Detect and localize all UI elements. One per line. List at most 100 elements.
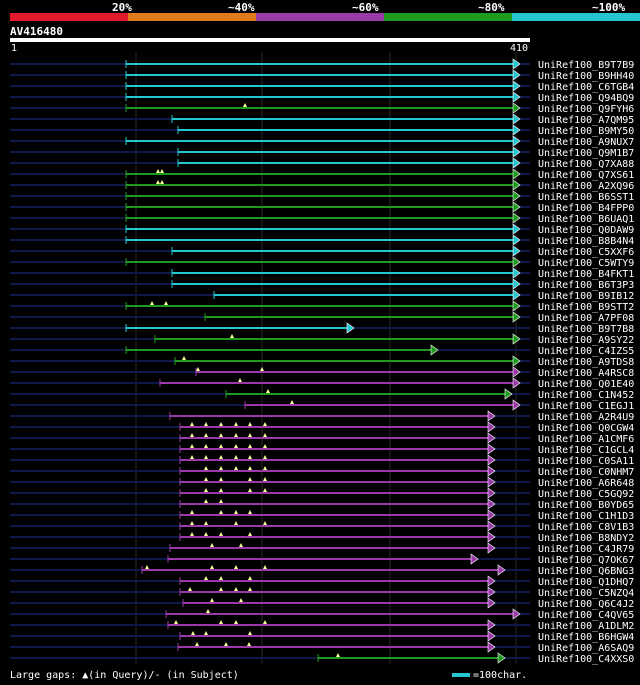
hit-arrow-icon (487, 443, 496, 455)
hit-arrow-icon (512, 124, 521, 136)
query-gap-icon (219, 466, 223, 470)
hit-row: UniRef100_A9NUX7 (10, 135, 634, 148)
query-gap-icon (210, 565, 214, 569)
hit-arrow-icon (487, 509, 496, 521)
query-gap-icon (248, 422, 252, 426)
hit-arrow-icon (512, 377, 521, 389)
hit-row: UniRef100_C0NHM7 (10, 465, 634, 478)
hit-arrow-icon (487, 465, 496, 477)
hit-arrow-icon (512, 366, 521, 378)
hit-arrow-icon (512, 179, 521, 191)
hit-label: UniRef100_B9STT2 (538, 302, 634, 313)
hit-arrow-icon (512, 267, 521, 279)
query-gap-icon (336, 653, 340, 657)
hit-arrow-icon (512, 289, 521, 301)
hit-row: UniRef100_B9T7B8 (10, 322, 634, 335)
hit-label: UniRef100_C1EGJ1 (538, 401, 634, 412)
hit-arrow-icon (487, 432, 496, 444)
hit-row: UniRef100_B4FKT1 (10, 267, 634, 280)
hit-label: UniRef100_A6SAQ9 (538, 643, 634, 654)
hit-label: UniRef100_C5GQ92 (538, 489, 634, 500)
scale-legend: =100char. (452, 670, 527, 681)
hit-row: UniRef100_A2XQ96 (10, 179, 634, 192)
query-gap-icon (248, 576, 252, 580)
hit-label: UniRef100_Q6C4J2 (538, 599, 634, 610)
hit-row: UniRef100_C5NZQ4 (10, 586, 634, 599)
hit-label: UniRef100_C5WTY9 (538, 258, 634, 269)
hit-row: UniRef100_B6T3P3 (10, 278, 634, 291)
hit-arrow-icon (512, 113, 521, 125)
hit-label: UniRef100_Q01E40 (538, 379, 634, 390)
hit-row: UniRef100_B4FPP0 (10, 201, 634, 214)
hit-label: UniRef100_A7QM95 (538, 115, 634, 126)
query-gap-icon (219, 587, 223, 591)
hit-row: UniRef100_B8NDY2 (10, 531, 634, 544)
query-gap-icon (266, 389, 270, 393)
query-gap-icon (234, 565, 238, 569)
hit-arrow-icon (512, 608, 521, 620)
query-gap-icon (156, 180, 160, 184)
query-gap-icon (219, 620, 223, 624)
query-gap-icon (204, 521, 208, 525)
hit-arrow-icon (487, 630, 496, 642)
query-gap-icon (248, 631, 252, 635)
hit-row: UniRef100_Q7OK67 (10, 553, 634, 566)
hit-arrow-icon (512, 135, 521, 147)
hit-label: UniRef100_A1DLM2 (538, 621, 634, 632)
hit-label: UniRef100_C0NHM7 (538, 467, 634, 478)
query-gap-icon (234, 466, 238, 470)
query-end-label: 410 (510, 43, 529, 54)
query-name: AV416480 (10, 25, 63, 38)
query-gap-icon (190, 422, 194, 426)
query-start-label: 1 (11, 43, 18, 54)
hit-arrow-icon (487, 597, 496, 609)
query-gap-icon (263, 488, 267, 492)
query-gap-icon (219, 576, 223, 580)
query-gap-icon (234, 455, 238, 459)
hit-row: UniRef100_A9SY22 (10, 333, 634, 346)
hit-label: UniRef100_A9TDS8 (538, 357, 634, 368)
query-gap-icon (219, 510, 223, 514)
hit-arrow-icon (512, 300, 521, 312)
hit-row: UniRef100_B9HH40 (10, 69, 634, 82)
hit-arrow-icon (487, 421, 496, 433)
hit-arrow-icon (497, 564, 506, 576)
query-gap-icon (290, 400, 294, 404)
hit-label: UniRef100_B0YD65 (538, 500, 634, 511)
query-gap-icon (248, 433, 252, 437)
hit-row: UniRef100_C1GCL4 (10, 443, 634, 456)
hit-arrow-icon (512, 80, 521, 92)
hit-arrow-icon (512, 234, 521, 246)
hit-row: UniRef100_C5GQ92 (10, 487, 634, 500)
hit-row: UniRef100_B0YD65 (10, 498, 634, 511)
hit-row: UniRef100_Q6C4J2 (10, 597, 634, 610)
hit-arrow-icon (487, 542, 496, 554)
hit-label: UniRef100_C4XXS0 (538, 654, 634, 665)
query-gap-icon (234, 433, 238, 437)
hit-arrow-icon (430, 344, 439, 356)
hit-label: UniRef100_B8B4N4 (538, 236, 634, 247)
legend-label: ~80% (478, 1, 505, 14)
hit-label: UniRef100_A9SY22 (538, 335, 634, 346)
hit-label: UniRef100_A6R648 (538, 478, 634, 489)
hit-row: UniRef100_B6UAQ1 (10, 212, 634, 225)
query-gap-icon (248, 488, 252, 492)
hit-label: UniRef100_B9HH40 (538, 71, 634, 82)
hit-arrow-icon (487, 520, 496, 532)
hit-arrow-icon (512, 58, 521, 70)
hit-arrow-icon (512, 91, 521, 103)
hit-row: UniRef100_B9STT2 (10, 300, 634, 313)
hit-arrow-icon (497, 652, 506, 664)
query-gap-icon (263, 444, 267, 448)
hit-label: UniRef100_Q7XA88 (538, 159, 634, 170)
query-gap-icon (263, 455, 267, 459)
query-gap-icon (219, 488, 223, 492)
hit-row: UniRef100_B9T7B9 (10, 58, 634, 71)
query-gap-icon (204, 477, 208, 481)
query-gap-icon (234, 422, 238, 426)
hit-arrow-icon (512, 190, 521, 202)
hit-row: UniRef100_C1EGJ1 (10, 399, 634, 412)
hit-arrow-icon (512, 168, 521, 180)
hit-row: UniRef100_Q01E40 (10, 377, 634, 390)
